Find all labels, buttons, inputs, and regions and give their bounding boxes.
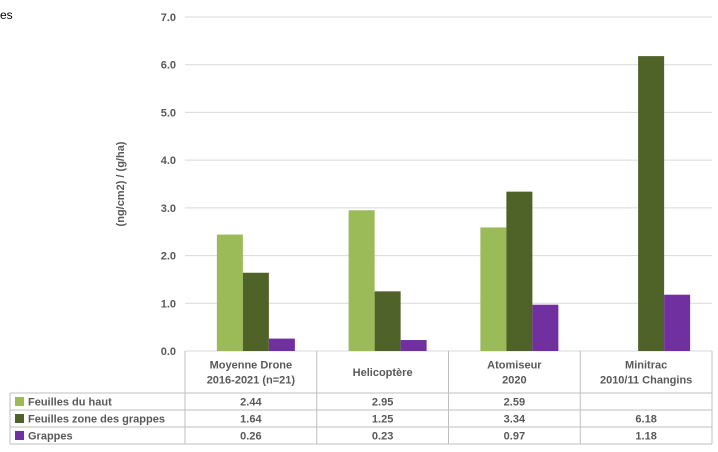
y-tick-label-5: 5.0 bbox=[161, 107, 176, 119]
legend-swatch-3 bbox=[15, 431, 24, 440]
bar-1-2 bbox=[348, 210, 375, 351]
table-cell-1-3: 2.59 bbox=[504, 397, 525, 409]
legend-swatch-1 bbox=[15, 397, 24, 406]
legend-label-2: Feuilles zone des grappes bbox=[28, 414, 165, 426]
bar-2-2 bbox=[374, 291, 401, 351]
bar-2-1 bbox=[242, 272, 269, 351]
bar-2-4 bbox=[638, 56, 665, 352]
bar-3-2 bbox=[400, 340, 427, 351]
category-label-3-1: Atomiseur bbox=[487, 360, 542, 372]
y-tick-label-6: 6.0 bbox=[161, 60, 176, 72]
category-label-1-1: Moyenne Drone bbox=[210, 360, 293, 372]
category-label-2-1: Helicoptère bbox=[353, 367, 413, 379]
y-tick-label-0: 0.0 bbox=[161, 346, 176, 358]
y-tick-label-4: 4.0 bbox=[161, 155, 176, 167]
table-cell-2-1: 1.64 bbox=[240, 414, 262, 426]
bar-3-3 bbox=[532, 304, 559, 351]
y-tick-label-7: 7.0 bbox=[161, 12, 176, 24]
category-label-3-2: 2020 bbox=[502, 375, 526, 387]
legend-label-3: Grappes bbox=[28, 431, 73, 443]
table-cell-1-1: 2.44 bbox=[240, 397, 262, 409]
legend-label-1: Feuilles du haut bbox=[28, 397, 112, 409]
table-cell-3-3: 0.97 bbox=[504, 431, 525, 443]
category-label-4-1: Minitrac bbox=[625, 360, 667, 372]
bar-1-3 bbox=[480, 227, 507, 351]
category-label-4-2: 2010/11 Changins bbox=[600, 375, 692, 387]
table-cell-3-1: 0.26 bbox=[240, 431, 261, 443]
legend-swatch-2 bbox=[15, 414, 24, 423]
category-label-1-2: 2016-2021 (n=21) bbox=[207, 375, 296, 387]
bar-3-1 bbox=[268, 338, 295, 351]
y-tick-label-3: 3.0 bbox=[161, 203, 176, 215]
y-axis-title: (ng/cm2) / (g/ha) bbox=[115, 141, 127, 226]
table-cell-2-3: 3.34 bbox=[504, 414, 526, 426]
y-tick-label-2: 2.0 bbox=[161, 251, 176, 263]
table-cell-2-4: 6.18 bbox=[635, 414, 656, 426]
table-cell-3-2: 0.23 bbox=[372, 431, 393, 443]
bar-3-4 bbox=[664, 294, 691, 351]
corner-text: es bbox=[0, 8, 13, 22]
y-tick-label-1: 1.0 bbox=[161, 298, 176, 310]
bar-2-3 bbox=[506, 191, 533, 351]
table-cell-3-4: 1.18 bbox=[635, 431, 656, 443]
table-cell-2-2: 1.25 bbox=[372, 414, 393, 426]
bar-1-1 bbox=[216, 234, 243, 351]
table-cell-1-2: 2.95 bbox=[372, 397, 393, 409]
